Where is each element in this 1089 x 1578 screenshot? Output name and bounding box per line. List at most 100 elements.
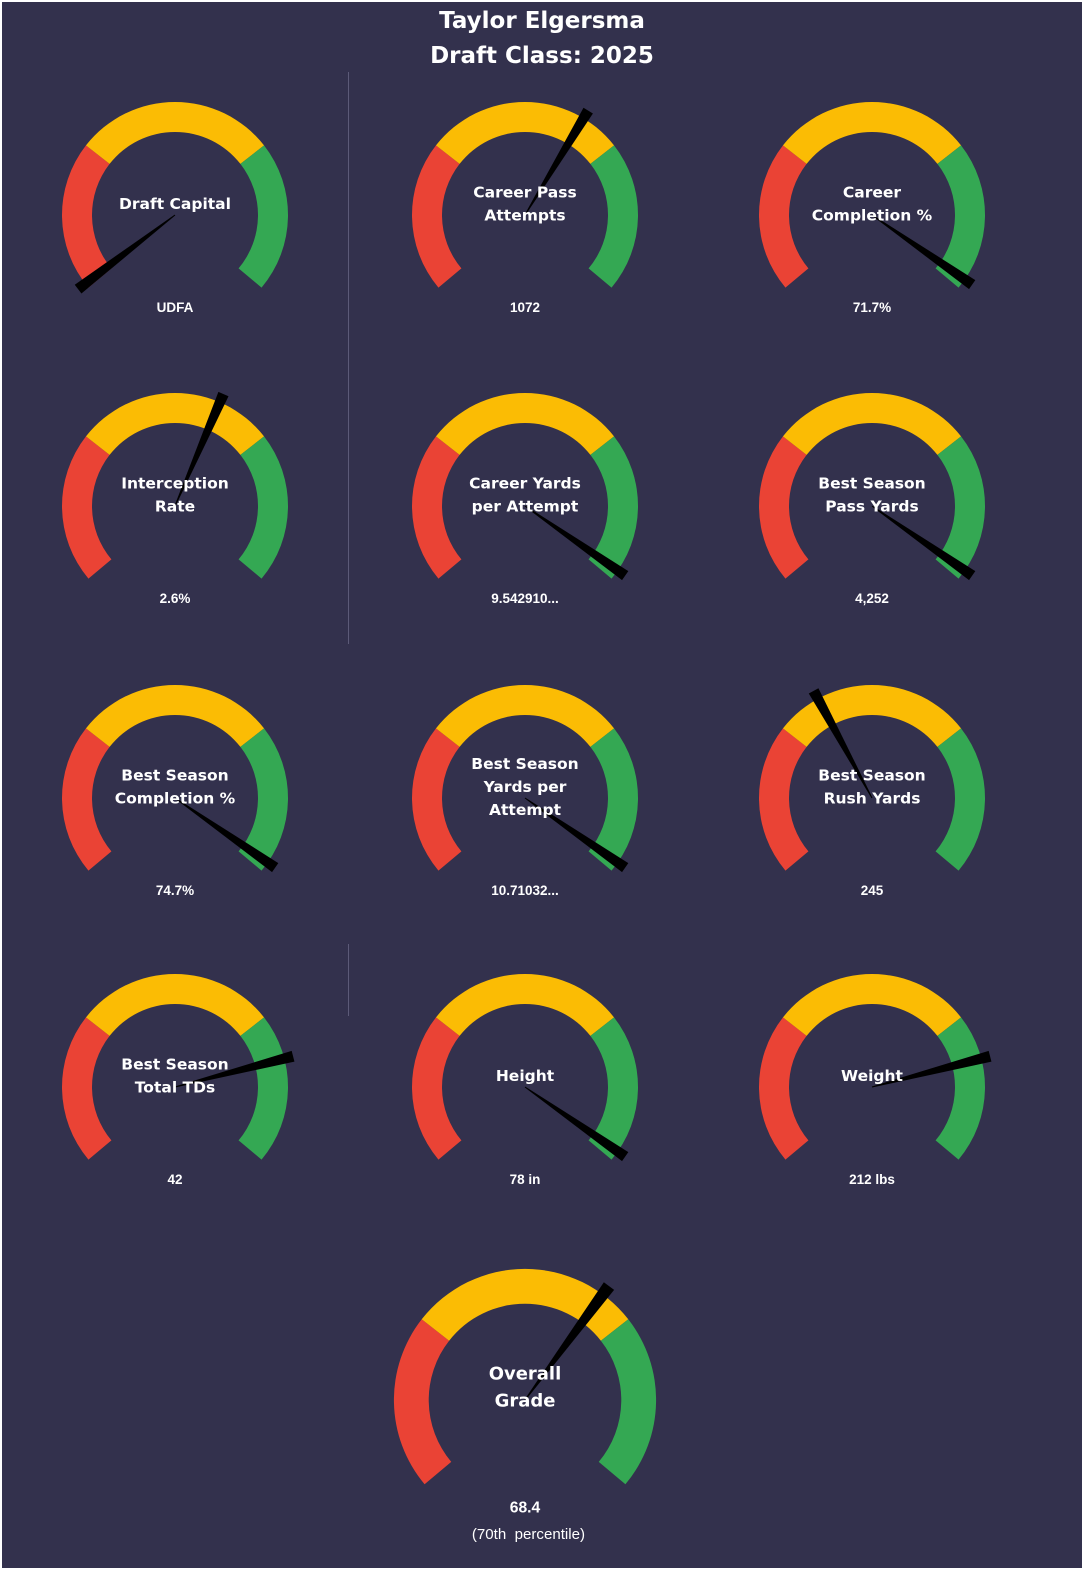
gauge-band-high xyxy=(588,145,638,288)
draft-class-subtitle: Draft Class: 2025 xyxy=(430,43,654,69)
gauge-band-low xyxy=(759,728,809,871)
gauge-label: Attempt xyxy=(489,801,562,819)
gauge-band-mid xyxy=(85,685,265,747)
gauge-value: 212 lbs xyxy=(849,1172,895,1187)
gauge-value: 68.4 xyxy=(510,1500,541,1517)
frame-notch xyxy=(0,652,2,656)
player-name-title: Taylor Elgersma xyxy=(439,8,645,34)
gauge-band-high xyxy=(935,728,985,871)
gauge-band-mid xyxy=(435,974,615,1036)
gauge-band-mid xyxy=(782,101,962,164)
column-divider xyxy=(348,944,349,1016)
gauge-band-low xyxy=(61,1017,112,1160)
gauge-needle xyxy=(174,391,229,507)
gauge-needle xyxy=(871,505,976,581)
gauge-needle xyxy=(524,797,629,873)
gauge-band-high xyxy=(238,145,288,288)
gauge-band-low xyxy=(61,728,112,871)
gauge-label: Weight xyxy=(841,1067,903,1085)
gauge-band-high xyxy=(238,436,288,579)
gauge-label: Best Season xyxy=(818,475,925,493)
gauge-overall-grade: Overall Grade 68.4 (70th percentile) xyxy=(393,1268,657,1543)
gauge-label: per Attempt xyxy=(472,498,579,516)
gauge-label: Best Season xyxy=(471,755,578,773)
gauge-band-low xyxy=(759,145,809,288)
gauge-value: 74.7% xyxy=(156,883,194,898)
gauge-label: Best Season xyxy=(818,767,925,785)
gauge-label: Rush Yards xyxy=(824,790,921,808)
gauge-value: 2.6% xyxy=(160,591,191,606)
gauge-band-mid xyxy=(782,685,962,747)
gauge-career-yards-per-attempt: Career Yards per Attempt 9.542910... xyxy=(412,393,638,606)
gauge-label: Rate xyxy=(155,498,195,516)
gauge-needle xyxy=(808,688,873,799)
gauge-needle xyxy=(524,1086,629,1162)
gauge-band-low xyxy=(412,728,462,871)
gauge-label: Career xyxy=(843,184,902,202)
gauge-band-high xyxy=(588,728,638,871)
gauge-band-low xyxy=(759,436,809,579)
gauge-band-low xyxy=(412,1017,462,1160)
gauge-weight: Weight 212 lbs xyxy=(759,974,992,1187)
gauge-band-mid xyxy=(782,393,962,455)
gauge-band-high xyxy=(935,436,985,579)
gauge-needle xyxy=(524,1282,615,1401)
gauge-draft-capital: Draft Capital UDFA xyxy=(61,101,288,315)
gauge-needle xyxy=(871,214,976,290)
gauge-career-completion: Career Completion % 71.7% xyxy=(759,101,985,315)
gauge-value: 78 in xyxy=(510,1172,541,1187)
frame-notch xyxy=(0,72,2,76)
gauge-label: Height xyxy=(496,1067,555,1085)
gauge-value: 245 xyxy=(861,883,884,898)
gauge-needle xyxy=(174,797,279,873)
gauge-band-mid xyxy=(85,974,265,1036)
gauge-needle xyxy=(174,1050,295,1088)
gauge-label: Attempts xyxy=(484,207,565,225)
gauge-needle xyxy=(871,1050,992,1088)
gauge-percentile-note: (70th percentile) xyxy=(472,1526,585,1543)
gauge-band-mid xyxy=(782,974,962,1036)
gauge-value: 42 xyxy=(167,1172,182,1187)
gauge-band-low xyxy=(412,145,462,288)
gauge-band-high xyxy=(588,436,638,579)
gauge-best-season-pass-yards: Best Season Pass Yards 4,252 xyxy=(759,393,985,606)
gauge-value: UDFA xyxy=(157,300,194,315)
gauge-band-mid xyxy=(85,393,265,455)
gauge-best-season-yards-per-attempt: Best Season Yards per Attempt 10.71032... xyxy=(412,685,638,898)
gauge-best-season-rush-yards: Best Season Rush Yards 245 xyxy=(759,685,985,898)
gauge-band-high xyxy=(238,728,288,871)
gauge-band-mid xyxy=(435,685,615,747)
gauge-band-low xyxy=(412,436,462,579)
gauge-interception-rate: Interception Rate 2.6% xyxy=(61,391,288,606)
gauge-label: Completion % xyxy=(812,207,933,225)
gauge-band-mid xyxy=(85,101,265,164)
gauge-needle xyxy=(74,214,176,294)
gauge-label: Yards per xyxy=(483,778,567,796)
gauge-label: Career Pass xyxy=(473,184,576,202)
gauge-value: 10.71032... xyxy=(491,883,559,898)
gauge-label: Best Season xyxy=(121,767,228,785)
gauge-band-high xyxy=(598,1319,657,1485)
column-divider xyxy=(348,72,349,644)
gauge-band-low xyxy=(393,1319,452,1485)
gauge-band-high xyxy=(588,1017,638,1160)
gauge-label: Draft Capital xyxy=(119,195,231,213)
gauge-needle xyxy=(524,505,629,581)
gauge-band-mid xyxy=(435,101,615,164)
gauge-label: Total TDs xyxy=(135,1079,215,1097)
gauge-band-low xyxy=(61,436,112,579)
gauge-label: Completion % xyxy=(115,790,236,808)
gauge-band-mid xyxy=(435,393,615,455)
gauge-label: Grade xyxy=(495,1390,556,1411)
gauge-band-mid xyxy=(421,1268,629,1341)
gauge-best-season-completion: Best Season Completion % 74.7% xyxy=(61,685,288,898)
gauge-value: 4,252 xyxy=(855,591,889,606)
gauge-career-pass-attempts: Career Pass Attempts 1072 xyxy=(412,101,638,315)
gauge-needle xyxy=(524,107,593,216)
gauge-value: 1072 xyxy=(510,300,540,315)
gauge-band-high xyxy=(238,1017,288,1160)
gauge-band-high xyxy=(935,1017,985,1160)
gauge-value: 9.542910... xyxy=(491,591,559,606)
gauge-band-low xyxy=(759,1017,809,1160)
